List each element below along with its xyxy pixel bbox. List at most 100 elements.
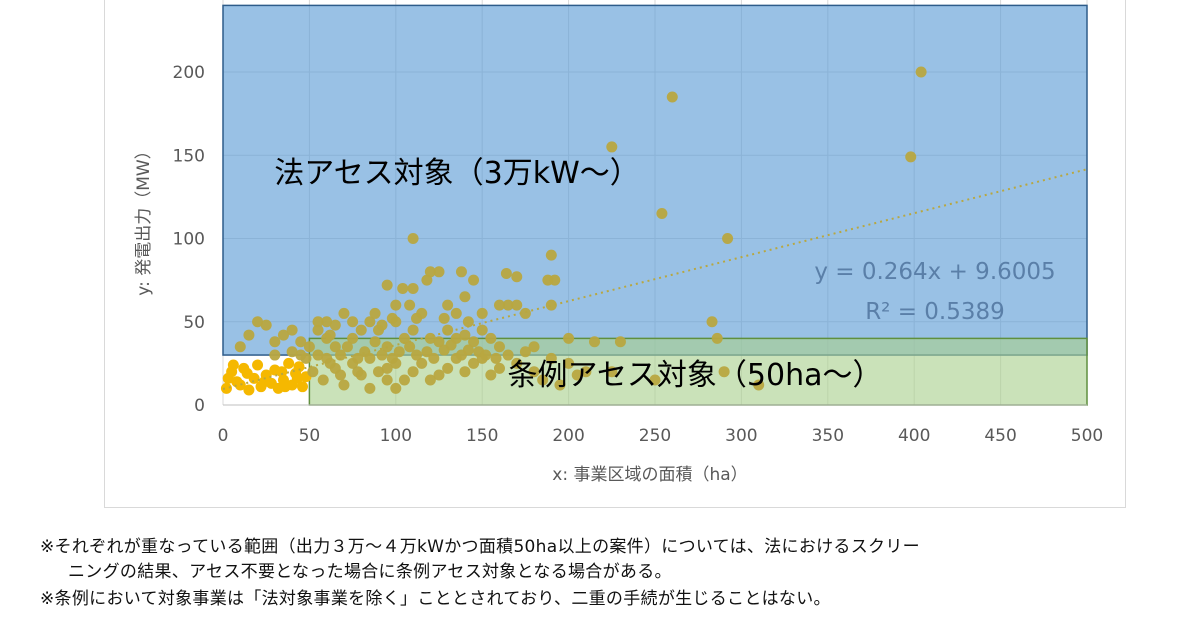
footnote-overlap-cont: ニングの結果、アセス不要となった場合に条例アセス対象となる場合がある。 [68, 562, 672, 582]
data-point [390, 382, 402, 394]
data-point [411, 349, 423, 361]
x-tick-label: 150 [466, 426, 498, 446]
y-axis-title: y: 発電出力（MW） [134, 142, 154, 295]
data-point [459, 366, 471, 378]
data-point [386, 352, 398, 364]
data-point [364, 316, 376, 328]
data-point [329, 341, 341, 353]
data-point [269, 349, 281, 361]
data-point [321, 316, 333, 328]
data-point [329, 319, 341, 331]
r-squared-value: R² = 0.5389 [865, 299, 1005, 325]
data-point [404, 299, 416, 311]
data-point [286, 324, 298, 336]
data-point [711, 332, 723, 344]
data-point [545, 299, 557, 311]
data-point [347, 332, 359, 344]
footnote-overlap: ※それぞれが重なっている範囲（出力３万〜４万kWかつ面積50ha以上の案件）につ… [40, 537, 920, 557]
data-point [397, 282, 409, 294]
data-point [468, 336, 480, 348]
x-tick-label: 300 [725, 426, 757, 446]
data-point [502, 349, 514, 361]
data-point [450, 307, 462, 319]
small-data-point [279, 381, 291, 393]
small-data-point [258, 376, 270, 388]
data-point [386, 312, 398, 324]
x-tick-label: 450 [984, 426, 1016, 446]
data-point [490, 352, 502, 364]
y-tick-label: 50 [183, 313, 205, 333]
data-point [563, 357, 575, 369]
data-point [393, 346, 405, 358]
data-point [442, 362, 454, 374]
data-point [376, 319, 388, 331]
data-point [424, 374, 436, 386]
data-point [364, 382, 376, 394]
data-point [468, 357, 480, 369]
data-point [493, 362, 505, 374]
data-point [438, 312, 450, 324]
data-point [260, 319, 272, 331]
data-point [542, 274, 554, 286]
data-point [312, 349, 324, 361]
data-point [462, 316, 474, 328]
x-tick-label: 100 [380, 426, 412, 446]
assessment-regions [222, 4, 1088, 406]
data-point [407, 233, 419, 244]
ordinance-assessment-label: 条例アセス対象（50ha〜） [508, 358, 883, 393]
data-point [338, 379, 350, 391]
data-point [493, 299, 505, 311]
data-point [286, 346, 298, 358]
data-point [915, 66, 927, 78]
data-point [295, 349, 307, 361]
y-tick-label: 150 [173, 146, 205, 166]
data-point [519, 346, 531, 358]
data-point [706, 316, 718, 328]
data-point [347, 316, 359, 328]
data-point [511, 271, 523, 283]
small-data-point [234, 379, 246, 391]
data-point [563, 332, 575, 344]
data-point [606, 366, 618, 378]
data-point [606, 141, 618, 153]
data-point [317, 374, 329, 386]
data-point [528, 366, 540, 378]
data-point [476, 307, 488, 319]
data-point [502, 299, 514, 311]
data-point [352, 352, 364, 364]
data-point [649, 374, 661, 386]
small-data-point [293, 361, 305, 373]
small-data-point [291, 372, 303, 384]
data-point [252, 316, 264, 328]
data-point [411, 312, 423, 324]
x-tick-label: 500 [1071, 426, 1103, 446]
data-point [476, 324, 488, 336]
data-point [295, 336, 307, 348]
x-tick-label: 0 [218, 426, 229, 446]
data-point [433, 266, 445, 278]
data-point [722, 233, 734, 244]
chart-frame: 0 50 100 150 200 250 300 350 400 450 500 0 50 100 150 2… [104, 0, 1126, 508]
small-data-point [276, 366, 288, 378]
y-tick-label: 0 [194, 396, 205, 416]
data-point [307, 366, 319, 378]
data-point [352, 366, 364, 378]
data-point [390, 299, 402, 311]
data-point [381, 362, 393, 374]
data-point [243, 329, 255, 341]
y-tick-label: 100 [173, 230, 205, 250]
data-point [234, 341, 246, 353]
data-point [545, 249, 557, 261]
small-data-point [227, 359, 239, 371]
law-assessment-region [222, 4, 1088, 356]
data-point [324, 329, 336, 341]
data-point [500, 267, 512, 279]
data-point [364, 352, 376, 364]
data-point [580, 366, 592, 378]
data-point [338, 307, 350, 319]
data-point [554, 379, 566, 391]
data-point [545, 352, 557, 364]
small-data-point [252, 359, 264, 371]
data-point [459, 329, 471, 341]
axes: 0 50 100 150 200 250 300 350 400 450 500 0 50 100 150 2… [173, 63, 1104, 446]
